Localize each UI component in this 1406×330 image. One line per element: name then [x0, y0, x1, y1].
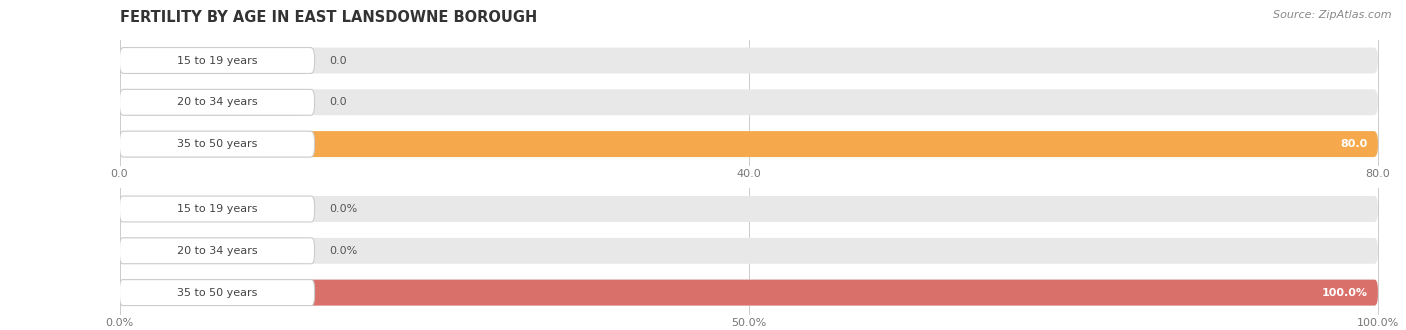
Text: 35 to 50 years: 35 to 50 years [177, 288, 257, 298]
FancyBboxPatch shape [120, 196, 1378, 222]
FancyBboxPatch shape [120, 131, 1378, 157]
Text: 100.0%: 100.0% [1322, 288, 1368, 298]
Text: FERTILITY BY AGE IN EAST LANSDOWNE BOROUGH: FERTILITY BY AGE IN EAST LANSDOWNE BOROU… [120, 10, 537, 25]
FancyBboxPatch shape [120, 89, 305, 115]
FancyBboxPatch shape [120, 280, 1378, 306]
Text: 0.0: 0.0 [329, 55, 347, 65]
FancyBboxPatch shape [120, 131, 1378, 157]
Text: 15 to 19 years: 15 to 19 years [177, 55, 257, 65]
Text: 0.0%: 0.0% [329, 204, 359, 214]
FancyBboxPatch shape [120, 48, 305, 74]
FancyBboxPatch shape [120, 238, 1378, 264]
FancyBboxPatch shape [120, 196, 305, 222]
Text: 35 to 50 years: 35 to 50 years [177, 139, 257, 149]
FancyBboxPatch shape [120, 280, 1378, 306]
FancyBboxPatch shape [120, 196, 315, 222]
Text: 15 to 19 years: 15 to 19 years [177, 204, 257, 214]
FancyBboxPatch shape [120, 238, 305, 264]
Text: 0.0%: 0.0% [329, 246, 359, 256]
Text: Source: ZipAtlas.com: Source: ZipAtlas.com [1274, 10, 1392, 20]
FancyBboxPatch shape [120, 89, 315, 115]
FancyBboxPatch shape [120, 48, 1378, 74]
FancyBboxPatch shape [120, 280, 315, 306]
Text: 0.0: 0.0 [329, 97, 347, 107]
FancyBboxPatch shape [120, 89, 1378, 115]
FancyBboxPatch shape [120, 48, 315, 74]
FancyBboxPatch shape [120, 131, 315, 157]
FancyBboxPatch shape [120, 238, 315, 264]
Text: 20 to 34 years: 20 to 34 years [177, 246, 257, 256]
Text: 80.0: 80.0 [1340, 139, 1368, 149]
Text: 20 to 34 years: 20 to 34 years [177, 97, 257, 107]
